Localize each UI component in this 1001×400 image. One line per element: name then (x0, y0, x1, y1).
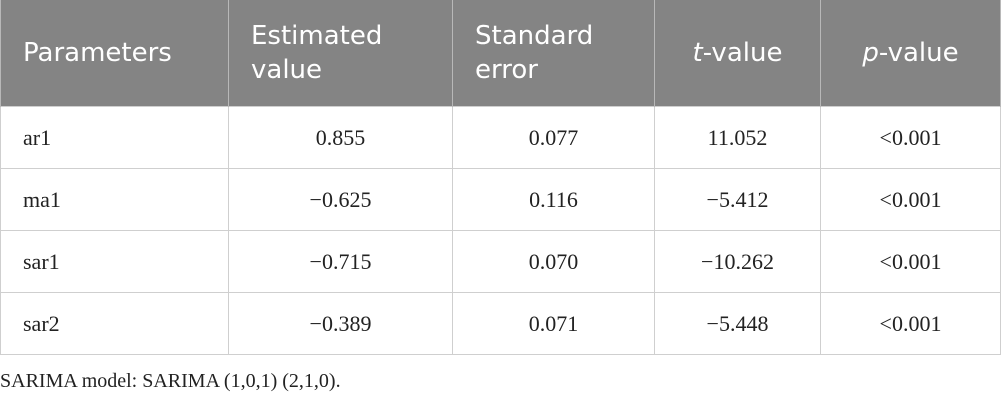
table-cell: <0.001 (820, 106, 1001, 169)
header-cell: t-value (654, 0, 821, 107)
table-cell: −0.625 (228, 168, 453, 231)
table-cell: 0.071 (452, 292, 655, 355)
table-cell: 0.116 (452, 168, 655, 231)
table-cell: sar1 (0, 230, 229, 293)
table-cell: 0.855 (228, 106, 453, 169)
header-cell: p-value (820, 0, 1001, 107)
table-cell: ma1 (0, 168, 229, 231)
table-cell: −0.389 (228, 292, 453, 355)
table-row: ar1 0.855 0.077 11.052 <0.001 (0, 106, 1001, 169)
header-cell: Parameters (0, 0, 229, 107)
table-cell: 11.052 (654, 106, 821, 169)
table-cell: 0.077 (452, 106, 655, 169)
table-cell: −10.262 (654, 230, 821, 293)
table-cell: ar1 (0, 106, 229, 169)
parameter-table: Parameters Estimated value Standard error t… (0, 0, 1001, 355)
table-cell: −0.715 (228, 230, 453, 293)
header-cell: Estimated value (228, 0, 453, 107)
table-cell: 0.070 (452, 230, 655, 293)
table-cell: <0.001 (820, 168, 1001, 231)
header-row: Parameters Estimated value Standard error t… (0, 0, 1001, 107)
table-body: ar1 0.855 0.077 11.052 <0.001 ma1 −0.625 0.116−… (0, 106, 1001, 355)
table-cell: −5.448 (654, 292, 821, 355)
table-row: ma1 −0.625 0.116 −5.412 <0.001 (0, 168, 1001, 231)
header-cell: Standard error (452, 0, 655, 107)
table-row: sar2 −0.389 0.071 −5.448 <0.001 (0, 292, 1001, 355)
footnote: SARIMA model: SARIMA (1,0,1) (2,1,0). (0, 370, 341, 392)
table-cell: −5.412 (654, 168, 821, 231)
table-row: sar1 −0.715 0.070 −10.262 <0.001 (0, 230, 1001, 293)
table-cell: <0.001 (820, 230, 1001, 293)
table-cell: <0.001 (820, 292, 1001, 355)
table-cell: sar2 (0, 292, 229, 355)
